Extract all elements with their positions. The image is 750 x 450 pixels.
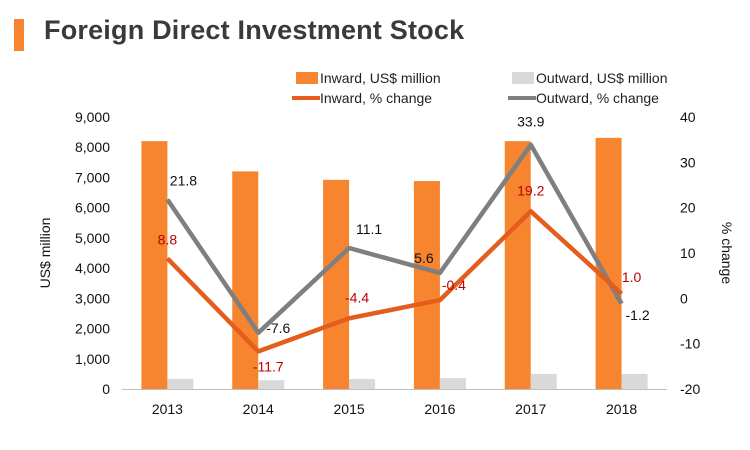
legend: Inward, US$ million Outward, US$ million I… [292, 70, 668, 106]
label-outward-change-2013: 21.8 [170, 173, 197, 189]
chart-title: Foreign Direct Investment Stock [44, 15, 465, 45]
right-tick-label: 0 [680, 290, 688, 306]
axes: 0 1,000 2,000 3,000 4,000 5,000 6,000 7,000 8,00… [37, 109, 735, 417]
label-outward-change-2015: 11.1 [356, 221, 382, 237]
bar-inward-2013 [141, 141, 168, 389]
x-tick-label-2015: 2015 [334, 401, 365, 417]
legend-inward-bar-label: Inward, US$ million [320, 70, 441, 86]
x-tick-label-2016: 2016 [424, 401, 455, 417]
left-tick-label: 5,000 [75, 230, 110, 246]
line-inward-change [165, 209, 624, 354]
right-tick-label: 10 [680, 245, 696, 261]
right-tick-label: 20 [680, 200, 696, 216]
x-tick-label-2018: 2018 [606, 401, 637, 417]
left-tick-label: 2,000 [75, 321, 110, 337]
left-tick-label: 0 [102, 381, 110, 397]
label-inward-change-2017: 19.2 [517, 182, 544, 198]
bar-outward-2017 [530, 373, 557, 389]
legend-inward-line-label: Inward, % change [320, 90, 432, 106]
label-inward-change-2016: -0.4 [442, 277, 466, 293]
x-tick-label-2017: 2017 [515, 401, 546, 417]
left-tick-label: 8,000 [75, 139, 110, 155]
label-inward-change-2014: -11.7 [253, 358, 284, 374]
data-labels: 8.8 -11.7 -4.4 -0.4 19.2 1.0 21.8 -7.6 11.1 5.6 33… [158, 114, 650, 375]
bar-inward-2017 [504, 141, 531, 389]
legend-outward-bar-label: Outward, US$ million [536, 70, 668, 86]
right-tick-label: 30 [680, 154, 696, 170]
left-tick-label: 7,000 [75, 169, 110, 185]
left-tick-label: 9,000 [75, 109, 110, 125]
bar-outward-2016 [439, 378, 466, 389]
bar-outward-2013 [167, 379, 194, 389]
lines [165, 142, 624, 354]
x-tick-label-2014: 2014 [243, 401, 274, 417]
left-tick-label: 6,000 [75, 200, 110, 216]
legend-outward-line-label: Outward, % change [536, 90, 659, 106]
label-inward-change-2013: 8.8 [158, 231, 178, 247]
bar-inward-2014 [232, 171, 259, 389]
bar-outward-2015 [349, 379, 376, 389]
left-tick-label: 1,000 [75, 351, 110, 367]
bar-inward-2015 [323, 179, 350, 389]
right-axis-title: % change [719, 222, 735, 284]
legend-inward-bar-swatch [296, 72, 318, 84]
label-outward-change-2017: 33.9 [517, 114, 544, 130]
line-outward-change [165, 142, 624, 336]
label-inward-change-2018: 1.0 [622, 269, 642, 285]
label-outward-change-2014: -7.6 [266, 320, 290, 336]
left-tick-label: 4,000 [75, 260, 110, 276]
left-axis-title: US$ million [37, 218, 53, 289]
label-inward-change-2015: -4.4 [345, 289, 369, 305]
bars [141, 137, 648, 389]
right-tick-label: -20 [680, 381, 700, 397]
bar-outward-2018 [621, 373, 648, 389]
left-tick-label: 3,000 [75, 290, 110, 306]
bar-inward-2016 [413, 181, 440, 389]
right-tick-label: -10 [680, 336, 700, 352]
label-outward-change-2016: 5.6 [414, 250, 434, 266]
label-outward-change-2018: -1.2 [626, 307, 650, 323]
title-accent-bar [14, 19, 24, 51]
bar-outward-2014 [258, 380, 285, 389]
right-tick-label: 40 [680, 109, 696, 125]
legend-outward-bar-swatch [512, 72, 534, 84]
x-tick-label-2013: 2013 [152, 401, 183, 417]
